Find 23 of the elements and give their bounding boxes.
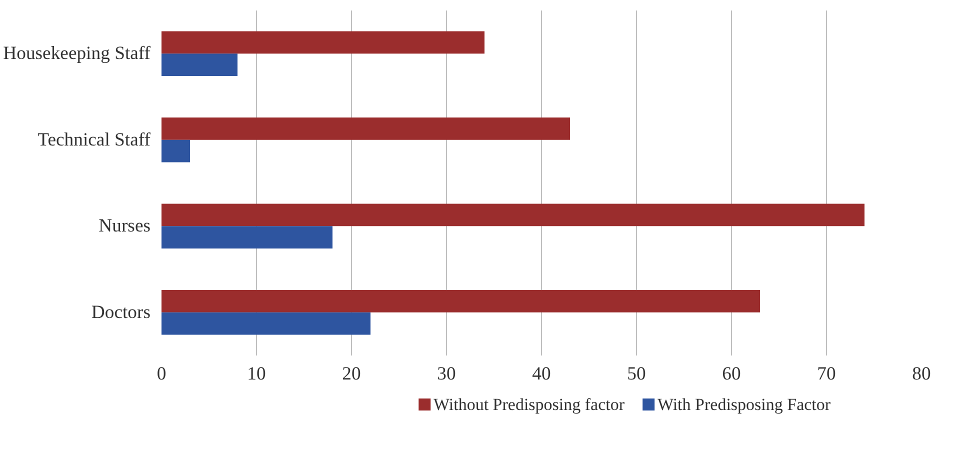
y-tick-label: Doctors: [91, 302, 151, 323]
x-tick-label: 20: [342, 364, 361, 384]
x-tick-label: 10: [247, 364, 266, 384]
legend-label: With Predisposing Factor: [657, 395, 831, 414]
bar: [162, 117, 570, 140]
bar: [162, 226, 332, 249]
x-tick-label: 40: [532, 364, 551, 384]
x-tick-label: 80: [912, 364, 931, 384]
bar: [162, 54, 238, 76]
x-tick-label: 60: [722, 364, 741, 384]
x-tick-label: 30: [437, 364, 456, 384]
bar: [162, 312, 370, 335]
bar: [162, 204, 864, 226]
x-tick-label: 0: [156, 364, 166, 384]
bar: [162, 290, 760, 312]
bar: [162, 140, 190, 162]
x-tick-label: 50: [627, 364, 646, 384]
legend-label: Without Predisposing factor: [434, 395, 625, 414]
bar: [162, 31, 484, 54]
y-tick-label: Nurses: [98, 216, 151, 237]
y-tick-label: Technical Staff: [38, 129, 152, 150]
x-tick-label: 70: [817, 364, 836, 384]
y-tick-label: Housekeeping Staff: [3, 43, 152, 64]
